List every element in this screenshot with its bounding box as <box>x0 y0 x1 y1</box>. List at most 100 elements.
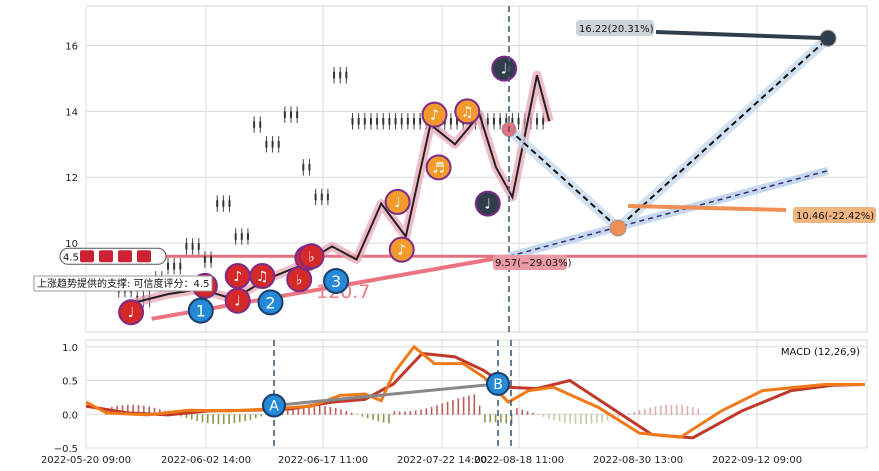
candle-body <box>376 117 379 125</box>
target-high-arrow <box>655 30 823 40</box>
candle-body <box>290 111 292 118</box>
support-label-text: 上涨趋势提供的支撑: 可信度评分：4.5 <box>37 277 209 290</box>
macd-histogram-bar <box>292 406 294 415</box>
divergence-marker <box>486 371 510 396</box>
macd-histogram-bar <box>644 408 646 415</box>
candle-body <box>222 200 225 207</box>
pattern-note-glyph: ♩ <box>394 195 401 211</box>
macd-histogram-bar <box>489 414 492 423</box>
macd-histogram-bar <box>446 401 449 415</box>
macd-histogram-bar <box>297 405 300 415</box>
macd-histogram-bar <box>686 406 689 415</box>
macd-histogram-bar <box>681 405 683 415</box>
macd-histogram-bar <box>148 406 150 415</box>
candle-body <box>400 117 403 125</box>
pattern-note-glyph: ♩ <box>234 294 241 310</box>
candle-body <box>234 233 237 240</box>
pattern-note-marker <box>421 101 448 128</box>
macd-histogram-bar <box>692 407 694 415</box>
macd-histogram-bar <box>542 414 545 417</box>
macd-histogram-bar <box>190 414 193 420</box>
candle-body <box>314 193 317 201</box>
candle-body <box>320 193 323 201</box>
macd-histogram-bar <box>377 414 380 422</box>
pattern-note-glyph: ♪ <box>430 108 439 124</box>
candle-body <box>419 117 422 125</box>
pattern-point-label: 2 <box>265 293 275 312</box>
pattern-note-glyph: ♩ <box>484 197 491 213</box>
macd-ytick-label: 0.0 <box>62 410 78 421</box>
candle-body <box>271 141 274 148</box>
candle-body <box>240 233 243 240</box>
candle-body <box>228 200 231 207</box>
macd-line <box>85 344 865 439</box>
candle-body <box>499 117 502 125</box>
macd-histogram-bar <box>121 405 124 415</box>
macd-histogram-bar <box>670 404 673 415</box>
macd-histogram-bar <box>425 408 428 415</box>
macd-histogram-bar <box>206 414 209 424</box>
pattern-note-glyph: ♭ <box>308 249 315 265</box>
macd-histogram-bar <box>574 414 577 424</box>
pattern-point-marker <box>257 289 284 316</box>
macd-histogram-bar <box>468 395 470 415</box>
macd-histogram-bar <box>558 414 561 422</box>
macd-histogram-bar <box>249 414 252 420</box>
date-tick-label: 2022-06-17 11:00 <box>278 455 368 466</box>
candle-body <box>308 164 311 171</box>
macd-histogram-bar <box>553 414 556 421</box>
candle-body <box>382 117 385 125</box>
candle-body <box>536 117 538 125</box>
macd-histogram-bar <box>452 400 454 415</box>
support-label-box <box>33 275 213 292</box>
pattern-note-marker <box>118 299 145 326</box>
macd-histogram-bar <box>260 414 262 417</box>
forecast-high-dot <box>819 29 837 47</box>
macd-ytick-label: 0.5 <box>62 377 78 388</box>
candle-body <box>216 200 219 207</box>
pattern-note-marker <box>491 55 518 82</box>
target-low-label: 10.46(-22.42%) <box>796 211 874 222</box>
candle-body <box>179 262 182 270</box>
forecast-low-dot <box>609 219 627 237</box>
candle-body <box>296 111 299 118</box>
macd-histogram-bar <box>601 414 603 422</box>
candle-body <box>456 117 459 125</box>
macd-histogram-bar <box>340 409 342 415</box>
pattern-note-glyph: ♩ <box>128 305 135 321</box>
macd-histogram-bar <box>505 414 508 424</box>
macd-histogram-bar <box>127 404 129 415</box>
candle-body <box>173 262 176 270</box>
candle-body <box>517 117 520 125</box>
macd-histogram-bar <box>628 413 630 415</box>
macd-histogram-bar <box>409 411 412 415</box>
macd-histogram-bar <box>478 405 481 415</box>
candle-body <box>333 71 336 79</box>
macd-histogram-bar <box>217 414 220 425</box>
macd-histogram-bar <box>564 414 566 423</box>
macd-histogram-bar <box>159 409 161 415</box>
macd-title: MACD (12,26,9) <box>781 347 860 358</box>
macd-histogram-bar <box>244 414 246 422</box>
macd-histogram-bar <box>366 414 369 419</box>
pattern-note-glyph: ♫ <box>256 269 269 285</box>
macd-histogram-bar <box>654 406 657 415</box>
macd-histogram-bar <box>516 408 518 415</box>
macd-histogram-bar <box>286 407 289 415</box>
macd-histogram-bar <box>196 414 198 422</box>
candle-body <box>339 71 342 79</box>
macd-panel <box>85 339 868 449</box>
macd-histogram-bar <box>356 414 358 415</box>
macd-histogram-bar <box>393 411 396 415</box>
candle-body <box>542 117 545 125</box>
candle-body <box>345 71 348 79</box>
macd-histogram-bar <box>526 411 529 415</box>
resistance-badge-icon <box>99 250 113 263</box>
macd-histogram-bar <box>606 414 609 421</box>
macd-histogram-bar <box>212 414 214 424</box>
date-tick-label: 2022-06-02 14:00 <box>161 455 251 466</box>
forecast-line <box>508 37 829 230</box>
macd-histogram-bar <box>185 414 188 419</box>
price-panel <box>85 5 868 333</box>
